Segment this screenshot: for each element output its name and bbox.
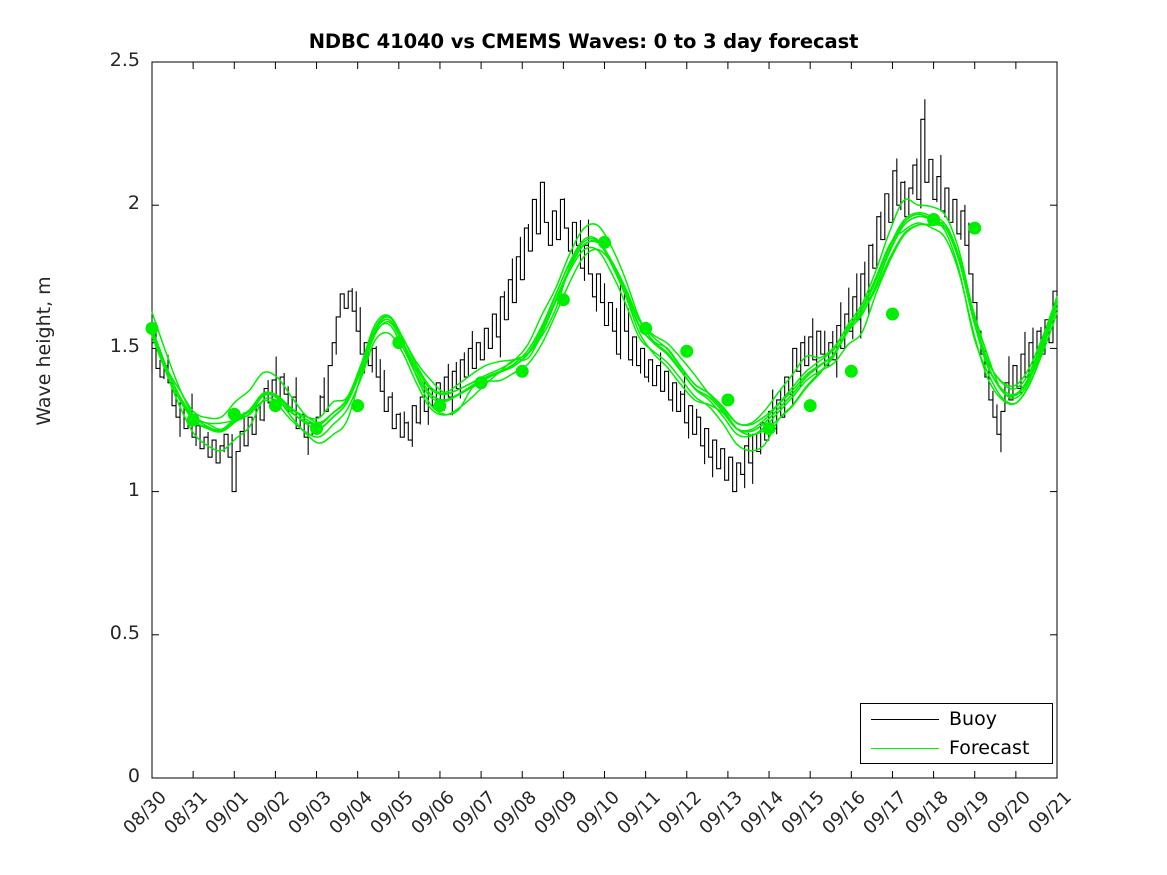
chart-title: NDBC 41040 vs CMEMS Waves: 0 to 3 day fo… <box>308 30 859 53</box>
legend-item-buoy[interactable]: Buoy <box>861 705 1054 735</box>
legend-swatch-forecast <box>871 748 939 749</box>
forecast-markers <box>145 213 982 436</box>
legend-item-forecast[interactable]: Forecast <box>861 734 1054 764</box>
chart-legend[interactable]: Buoy Forecast <box>860 703 1053 764</box>
legend-swatch-buoy <box>871 719 939 720</box>
legend-label-buoy: Buoy <box>949 708 997 730</box>
y-tick-label: 1.5 <box>109 335 140 358</box>
y-tick-label: 2.5 <box>109 49 140 71</box>
series-buoy <box>151 99 1058 493</box>
y-tick-label: 1 <box>127 478 140 501</box>
y-tick-label: 2 <box>127 192 140 215</box>
y-tick-label: 0.5 <box>109 621 140 644</box>
y-tick-label: 0 <box>127 765 140 787</box>
axes <box>151 61 1058 779</box>
legend-label-forecast: Forecast <box>949 737 1030 759</box>
